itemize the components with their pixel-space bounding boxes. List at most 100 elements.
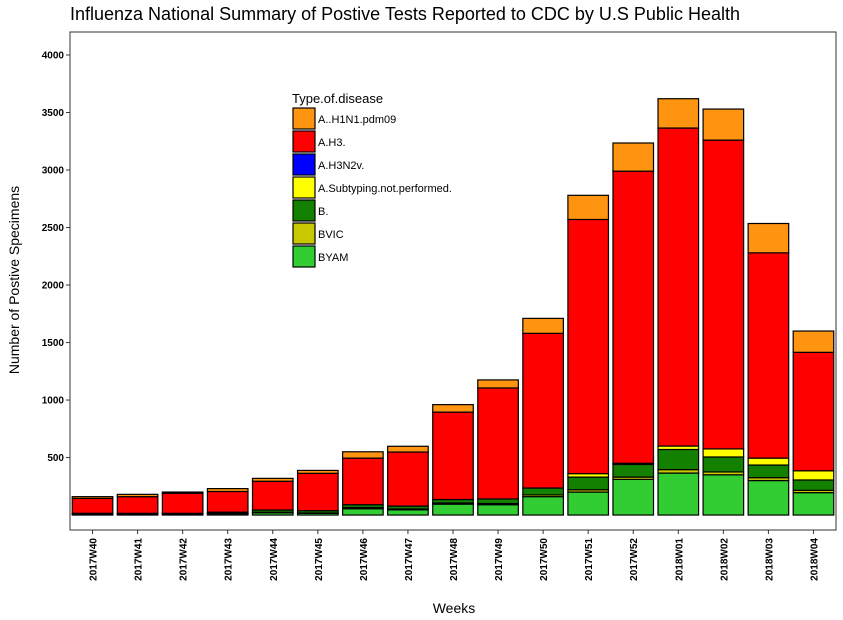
bar-segment — [206, 490, 249, 513]
bar-segment — [71, 497, 114, 514]
bar-segment — [342, 457, 384, 506]
x-tick-label: 2018W03 — [764, 538, 775, 581]
bar-segment — [387, 451, 429, 507]
bar-segment — [702, 456, 745, 473]
legend-key — [292, 176, 316, 199]
bar-segment — [657, 98, 700, 129]
bar-segment — [477, 379, 519, 389]
chart-title: Influenza National Summary of Postive Te… — [70, 4, 740, 24]
bar-segment — [116, 493, 159, 498]
bar-segment — [612, 142, 655, 172]
bar-segment — [161, 492, 204, 514]
x-tick-label: 2017W48 — [449, 538, 460, 581]
bar-segment — [612, 170, 655, 464]
bar-segment — [792, 470, 835, 481]
y-tick-label: 2000 — [42, 281, 65, 292]
y-tick-label: 3000 — [42, 166, 65, 177]
bars-layer — [71, 98, 835, 516]
x-tick-label: 2017W41 — [134, 538, 145, 581]
x-tick-label: 2018W04 — [809, 538, 820, 581]
y-tick-label: 500 — [47, 453, 64, 464]
legend-key — [292, 130, 316, 153]
bar-segment — [522, 317, 564, 334]
y-tick-label: 4000 — [42, 51, 65, 62]
bar-segment — [702, 108, 745, 141]
legend-label: BVIC — [318, 229, 344, 241]
legend-label: B. — [318, 206, 328, 218]
bar-segment — [522, 487, 564, 496]
bar-segment — [116, 496, 159, 514]
bar-segment — [296, 469, 339, 474]
bar-segment — [71, 496, 114, 499]
bar-segment — [612, 478, 655, 516]
legend-label: A.Subtyping.not.performed. — [318, 183, 452, 195]
bar-segment — [567, 194, 610, 221]
bar-segment — [702, 474, 745, 516]
legend: Type.of.disease A..H1N1.pdm09 A.H3. A.H3N2… — [292, 91, 452, 268]
bar-segment — [387, 445, 429, 453]
x-tick-label: 2017W43 — [224, 538, 235, 581]
y-tick-label: 1000 — [42, 396, 65, 407]
legend-label: BYAM — [318, 252, 348, 264]
bar-segment — [747, 457, 790, 466]
legend-label: A.H3N2v. — [318, 160, 364, 172]
y-tick-label: 3500 — [42, 108, 65, 119]
bar-segment — [747, 479, 790, 516]
bar-segment — [747, 222, 790, 254]
bar-segment — [657, 472, 700, 516]
bar-segment — [567, 218, 610, 475]
bar-segment — [206, 488, 249, 493]
x-tick-label: 2017W51 — [584, 538, 595, 581]
y-tick-label: 2500 — [42, 223, 65, 234]
bar-segment — [792, 492, 835, 516]
bar-segment — [747, 252, 790, 459]
bar-segment — [522, 496, 564, 516]
bar-segment — [567, 491, 610, 516]
x-tick-label: 2017W42 — [179, 538, 190, 581]
bar-segment — [747, 464, 790, 479]
x-tick-label: 2017W49 — [494, 538, 505, 581]
y-tick-label: 1500 — [42, 338, 65, 349]
bar-segment — [702, 448, 745, 458]
x-tick-label: 2018W01 — [674, 538, 685, 581]
bar-segment — [296, 472, 339, 512]
legend-label: A..H1N1.pdm09 — [318, 114, 396, 126]
bar-segment — [567, 476, 610, 491]
y-axis-title: Number of Postive Specimens — [6, 186, 22, 374]
x-tick-label: 2017W46 — [359, 538, 370, 581]
bar-segment — [161, 491, 204, 494]
bar-segment — [477, 387, 519, 500]
x-tick-label: 2017W45 — [314, 538, 325, 581]
legend-label: A.H3. — [318, 137, 346, 149]
bar-segment — [792, 330, 835, 353]
bar-segment — [792, 351, 835, 472]
bar-segment — [342, 451, 384, 459]
bar-segment — [477, 504, 519, 516]
x-tick-label: 2018W02 — [719, 538, 730, 581]
bar-segment — [342, 508, 384, 516]
legend-title: Type.of.disease — [292, 91, 383, 106]
x-tick-label: 2017W52 — [629, 538, 640, 581]
x-axis-title: Weeks — [433, 600, 476, 616]
bar-segment — [432, 503, 474, 516]
x-tick-label: 2017W44 — [269, 538, 280, 581]
bar-segment — [522, 332, 564, 489]
y-axis: 500 1000 1500 2000 2500 3000 3500 4000 — [42, 51, 70, 464]
bar-segment — [432, 411, 474, 501]
x-tick-label: 2017W50 — [539, 538, 550, 581]
legend-key — [292, 245, 316, 268]
bar-segment — [792, 479, 835, 491]
bar-segment — [657, 448, 700, 471]
bar-segment — [702, 139, 745, 450]
bar-segment — [251, 477, 294, 482]
legend-key — [292, 107, 316, 130]
bar-segment — [612, 463, 655, 478]
legend-key — [292, 153, 316, 176]
legend-key — [292, 199, 316, 222]
bar-segment — [477, 498, 519, 505]
bar-segment — [657, 127, 700, 447]
x-axis: 2017W40 2017W41 2017W42 2017W43 2017W44 2017W… — [89, 530, 820, 581]
x-tick-label: 2017W47 — [404, 538, 415, 581]
legend-key — [292, 222, 316, 245]
